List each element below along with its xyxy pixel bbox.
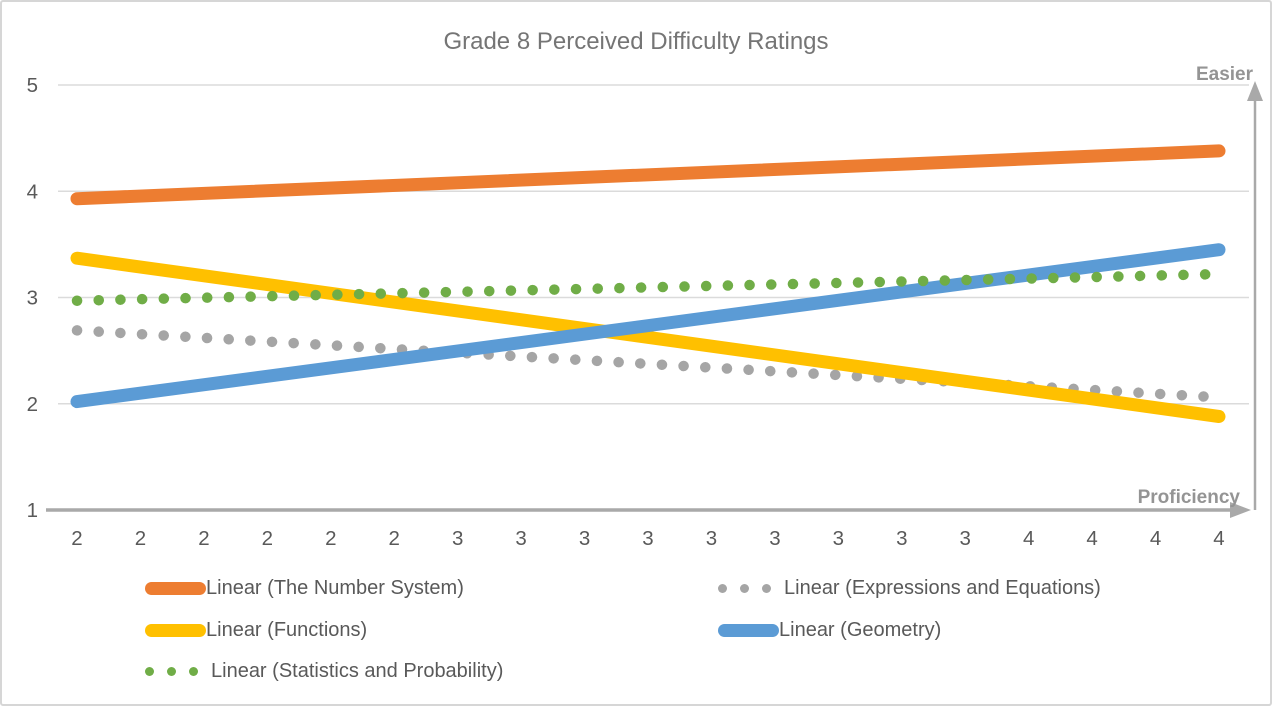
legend-label-number-system: Linear (The Number System) xyxy=(206,577,464,600)
legend-label-geometry: Linear (Geometry) xyxy=(779,618,942,641)
x-axis-label-9: 3 xyxy=(642,527,653,550)
x-axis-label-6: 3 xyxy=(452,527,463,550)
x-axis-label-12: 3 xyxy=(833,527,844,550)
legend-swatch-number-system xyxy=(145,582,206,596)
legend-item-number-system[interactable]: Linear (The Number System) xyxy=(145,577,718,600)
x-axis-label-7: 3 xyxy=(515,527,526,550)
legend-label-statistics-probability: Linear (Statistics and Probability) xyxy=(211,660,504,683)
x-axis-label-13: 3 xyxy=(896,527,907,550)
x-axis-label-1: 2 xyxy=(135,527,146,550)
x-axis-label-17: 4 xyxy=(1150,527,1161,550)
trendline-series-4 xyxy=(71,268,1225,306)
y-axis-label-3: 3 xyxy=(27,287,38,310)
y-arrow-head-icon xyxy=(1247,81,1263,101)
y-axis-label-5: 5 xyxy=(27,74,38,97)
chart-title: Grade 8 Perceived Difficulty Ratings xyxy=(443,28,829,55)
x-axis-label-2: 2 xyxy=(198,527,209,550)
x-axis-label-8: 3 xyxy=(579,527,590,550)
chart-plot-area: 1 2 3 4 5 2 2 2 2 2 2 3 3 3 3 3 3 3 3 3 4 4 4 4 Easier Proficienc… xyxy=(27,64,1263,550)
x-axis-label-14: 3 xyxy=(959,527,970,550)
x-axis-label-18: 4 xyxy=(1213,527,1224,550)
x-axis-label-3: 2 xyxy=(262,527,273,550)
legend-item-expressions-equations[interactable]: Linear (Expressions and Equations) xyxy=(718,577,1101,600)
x-axis-label-10: 3 xyxy=(706,527,717,550)
legend-item-functions[interactable]: Linear (Functions) xyxy=(145,619,718,642)
x-axis-label-4: 2 xyxy=(325,527,336,550)
y-axis-label-2: 2 xyxy=(27,393,38,416)
legend-swatch-expressions-equations xyxy=(718,584,771,594)
trendline-series-2 xyxy=(70,251,1226,423)
legend-item-statistics-probability[interactable]: Linear (Statistics and Probability) xyxy=(145,660,718,683)
trendline-series-3 xyxy=(70,243,1226,409)
y-axis-label-4: 4 xyxy=(27,180,38,203)
legend-swatch-statistics-probability xyxy=(145,667,198,677)
legend-label-expressions-equations: Linear (Expressions and Equations) xyxy=(784,577,1101,600)
legend-item-geometry[interactable]: Linear (Geometry) xyxy=(718,619,1101,642)
legend-swatch-functions xyxy=(145,623,206,637)
x-axis-label-5: 2 xyxy=(388,527,399,550)
proficiency-annotation: Proficiency xyxy=(1138,487,1241,508)
x-axis-label-11: 3 xyxy=(769,527,780,550)
x-axis-label-16: 4 xyxy=(1086,527,1097,550)
legend: Linear (The Number System) Linear (Expre… xyxy=(145,568,1101,693)
legend-swatch-geometry xyxy=(718,623,779,637)
x-axis-arrowhead-icon xyxy=(1230,502,1251,518)
y-axis-label-1: 1 xyxy=(27,499,38,522)
x-axis-label-15: 4 xyxy=(1023,527,1034,550)
trendline-series-0 xyxy=(70,144,1226,206)
x-axis-label-0: 2 xyxy=(71,527,82,550)
easier-annotation: Easier xyxy=(1196,64,1254,85)
legend-label-functions: Linear (Functions) xyxy=(206,618,368,641)
